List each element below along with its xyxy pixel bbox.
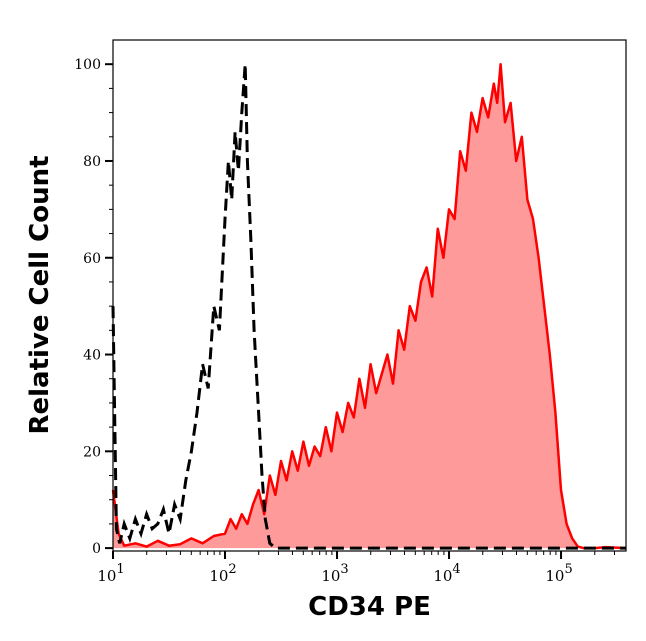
x-tick-label: 103 xyxy=(321,562,348,585)
x-tick-label: 101 xyxy=(97,562,124,585)
x-tick-label: 104 xyxy=(433,562,460,585)
series-line-control xyxy=(111,64,626,550)
y-tick-label: 80 xyxy=(83,154,101,170)
y-tick-label: 40 xyxy=(83,348,101,364)
plot-frame xyxy=(112,39,627,552)
x-axis-label: CD34 PE xyxy=(308,592,431,622)
y-tick-label: 0 xyxy=(92,541,101,557)
y-tick-label: 20 xyxy=(83,444,101,460)
x-tick-label: 105 xyxy=(545,562,572,585)
x-tick-label: 102 xyxy=(209,562,236,585)
series-fill-stained xyxy=(113,64,626,549)
y-tick-label: 100 xyxy=(74,57,101,73)
series-line-stained xyxy=(111,62,627,550)
y-tick-label: 60 xyxy=(83,251,101,267)
y-axis-label: Relative Cell Count xyxy=(25,155,55,435)
